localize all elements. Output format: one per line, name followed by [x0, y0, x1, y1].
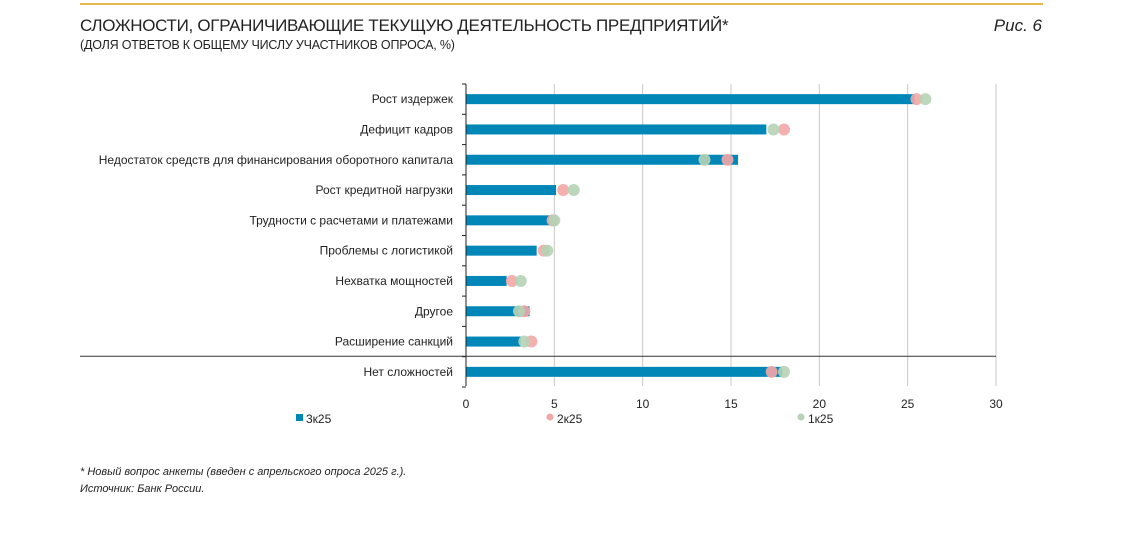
bar-3k25 [466, 275, 507, 286]
footnote-source: Источник: Банк России. [80, 483, 205, 495]
dot-2k25 [765, 365, 778, 378]
category-label: Рост кредитной нагрузки [315, 183, 453, 197]
dot-2k25 [910, 93, 923, 106]
category-label: Нехватка мощностей [335, 274, 453, 288]
chart-title: СЛОЖНОСТИ, ОГРАНИЧИВАЮЩИЕ ТЕКУЩУЮ ДЕЯТЕЛ… [80, 16, 729, 35]
dot-1k25 [698, 153, 711, 166]
legend: 3к25 2к25 1к25 [296, 412, 834, 426]
dot-1k25 [541, 244, 554, 257]
category-label: Трудности с расчетами и платежами [249, 213, 453, 227]
x-tick-label: 15 [724, 397, 738, 411]
dot-2k25 [778, 123, 790, 136]
bar-3k25 [466, 245, 537, 256]
axes [80, 83, 996, 388]
category-label: Дефицит кадров [360, 122, 453, 136]
bar-3k25 [466, 366, 783, 377]
bars [466, 94, 915, 377]
bar-3k25 [466, 94, 915, 105]
legend-label-1k25: 1к25 [808, 412, 834, 426]
bar-3k25 [466, 185, 557, 196]
figure-label: Рис. 6 [993, 16, 1042, 35]
bar-3k25 [466, 336, 521, 347]
dot-1k25 [514, 274, 527, 287]
x-tick-label: 0 [463, 397, 470, 411]
x-tick-label: 30 [989, 397, 1003, 411]
legend-label-2k25: 2к25 [557, 412, 583, 426]
category-label: Расширение санкций [335, 335, 453, 349]
bar-3k25 [466, 124, 767, 135]
legend-swatch-3k25 [296, 414, 303, 421]
dot-1k25 [513, 305, 525, 318]
category-label: Недостаток средств для финансирования об… [99, 153, 454, 167]
dot-1k25 [767, 123, 780, 136]
dot-2k25 [557, 184, 570, 197]
x-tick-label: 10 [636, 397, 650, 411]
dot-1k25 [567, 184, 580, 197]
category-labels: Рост издержек Дефицит кадров Недостаток ср… [99, 92, 454, 379]
dot-1k25 [548, 214, 561, 227]
dot-2k25 [721, 153, 734, 166]
legend-label-3k25: 3к25 [306, 412, 332, 426]
footnotes: * Новый вопрос анкеты (введен с апрельск… [80, 464, 406, 498]
bar-3k25 [466, 215, 551, 226]
dot-1k25 [778, 365, 790, 378]
footnote-note: * Новый вопрос анкеты (введен с апрельск… [80, 466, 407, 478]
category-label: Проблемы с логистикой [320, 244, 453, 258]
x-tick-label: 5 [551, 397, 558, 411]
x-tick-label: 25 [901, 397, 915, 411]
legend-dot-1k25 [797, 413, 805, 421]
x-tick-label: 20 [813, 397, 827, 411]
category-label: Нет сложностей [363, 365, 453, 379]
bar-3k25 [466, 306, 530, 317]
dot-2k25 [505, 274, 518, 287]
accent-top-line [80, 3, 1043, 5]
dot-1k25 [518, 335, 531, 348]
category-label: Рост издержек [372, 92, 454, 106]
chart-subtitle: (ДОЛЯ ОТВЕТОВ К ОБЩЕМУ ЧИСЛУ УЧАСТНИКОВ … [80, 38, 455, 52]
tick-labels: 0 5 10 15 20 25 30 [463, 397, 1003, 411]
category-label: Другое [415, 304, 453, 318]
dots [505, 93, 932, 378]
dot-1k25 [919, 93, 932, 106]
legend-dot-2k25 [546, 413, 554, 421]
bar-3k25 [466, 154, 739, 165]
